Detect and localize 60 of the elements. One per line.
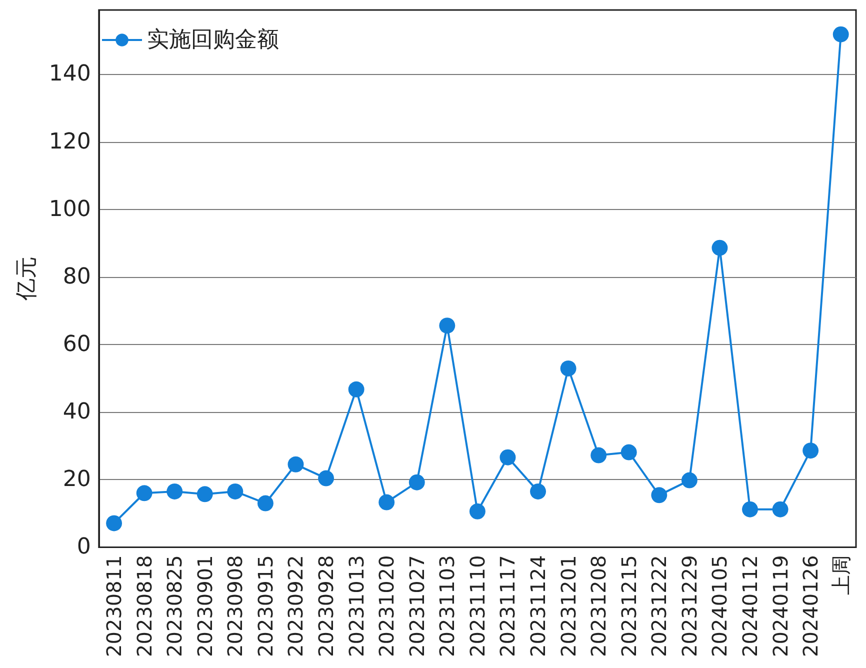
x-tick-label: 20230825	[162, 555, 187, 657]
x-tick-label: 20231215	[616, 555, 641, 657]
x-tick-label: 上周	[828, 555, 853, 596]
x-tick-label: 20231103	[435, 555, 460, 657]
point	[772, 501, 788, 518]
y-tick-label: 100	[48, 196, 91, 222]
y-axis-title: 亿元	[14, 256, 40, 302]
point	[651, 487, 668, 504]
x-tick-label: 20240126	[798, 555, 823, 657]
y-tick-label: 120	[48, 129, 91, 154]
x-tick-label: 20231201	[556, 555, 580, 657]
x-tick-label: 20231013	[344, 555, 368, 657]
x-tick-label: 20230915	[253, 555, 278, 657]
point	[166, 483, 183, 500]
point	[227, 483, 244, 500]
point	[530, 483, 546, 500]
x-tick-label: 20240112	[738, 555, 762, 657]
x-tick-label: 20231020	[374, 555, 399, 657]
point	[620, 444, 637, 460]
point	[832, 26, 849, 42]
point	[136, 485, 152, 502]
y-tick-label: 40	[62, 400, 91, 425]
x-tick-label: 20230928	[314, 555, 338, 657]
point	[348, 381, 364, 398]
point	[196, 486, 213, 502]
point	[560, 360, 576, 376]
x-tick-label: 20230818	[132, 555, 156, 657]
point	[318, 470, 334, 486]
y-tick-label: 20	[62, 467, 91, 492]
x-tick-label: 20230922	[284, 555, 308, 657]
x-tick-label: 20240105	[708, 555, 732, 657]
x-tick-label: 20231027	[404, 555, 429, 657]
point	[590, 447, 607, 464]
point	[742, 501, 758, 518]
point	[439, 318, 456, 334]
x-tick-label: 20231110	[465, 555, 490, 657]
legend-label: 实施回购金额	[147, 28, 279, 52]
point	[288, 456, 304, 472]
x-tick-label: 20231208	[586, 555, 611, 657]
x-tick-label: 20231222	[647, 555, 672, 657]
y-tick-label: 140	[48, 62, 91, 87]
point	[802, 442, 819, 459]
point	[681, 472, 698, 488]
x-tick-label: 20230908	[223, 555, 248, 657]
x-tick-label: 20230811	[102, 555, 126, 657]
x-tick-label: 20231124	[526, 555, 550, 657]
y-tick-label: 0	[76, 534, 91, 560]
point	[408, 474, 425, 490]
point	[106, 515, 122, 532]
x-tick-label: 20240119	[768, 555, 792, 657]
point	[469, 503, 486, 520]
y-tick-label: 80	[62, 264, 91, 290]
point	[712, 240, 728, 256]
point	[378, 494, 395, 510]
point	[257, 495, 274, 512]
point	[500, 449, 516, 466]
x-tick-label: 20230901	[192, 555, 217, 657]
y-tick-label: 60	[62, 332, 91, 357]
x-tick-label: 20231117	[496, 555, 520, 657]
x-tick-label: 20231229	[677, 555, 702, 657]
